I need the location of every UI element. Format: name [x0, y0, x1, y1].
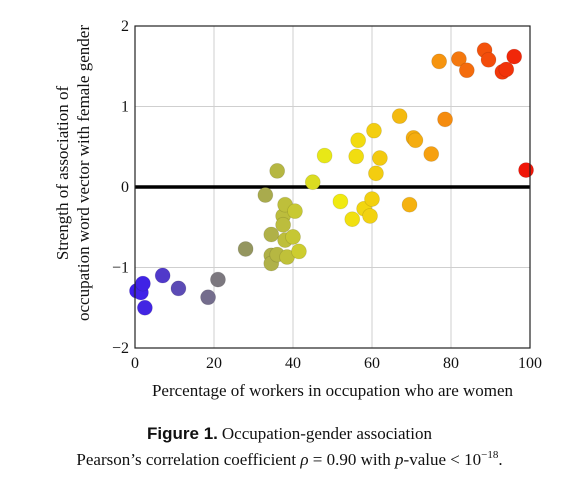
data-point — [348, 148, 365, 165]
x-tick-label: 60 — [364, 355, 380, 372]
data-point — [350, 132, 367, 149]
data-point — [257, 187, 274, 203]
data-point — [269, 162, 286, 179]
x-tick-label: 20 — [206, 355, 222, 372]
y-axis-label-line-2: occupation word vector with female gende… — [74, 25, 93, 321]
x-tick-label: 100 — [518, 355, 542, 372]
x-tick-label: 0 — [131, 355, 139, 372]
plot-frame — [134, 25, 531, 349]
data-point — [263, 226, 280, 243]
data-point — [371, 150, 388, 166]
data-point — [154, 267, 171, 284]
data-point — [344, 211, 361, 228]
data-point — [423, 146, 440, 162]
y-tick-label: 2 — [121, 18, 129, 35]
p-value-exponent: −18 — [481, 449, 499, 461]
data-point — [480, 51, 497, 68]
y-tick-label: −1 — [112, 260, 129, 277]
data-point — [291, 243, 307, 260]
data-point — [237, 241, 254, 257]
y-tick-label: −2 — [112, 340, 129, 357]
data-point — [450, 51, 467, 67]
rho-value: = 0.90 with — [312, 450, 391, 469]
data-point — [401, 196, 418, 213]
data-point — [332, 193, 349, 210]
data-point — [431, 53, 448, 70]
data-point — [458, 62, 475, 79]
data-point — [285, 229, 301, 245]
x-tick-label: 80 — [443, 355, 459, 372]
rho-symbol: ρ — [300, 450, 309, 469]
caption-prefix: Pearson’s correlation coefficient — [76, 450, 297, 469]
data-point — [518, 162, 534, 178]
data-point — [368, 165, 384, 182]
figure-label: Figure 1. — [147, 424, 218, 443]
data-point — [134, 275, 151, 292]
p-label: p — [395, 450, 404, 469]
y-tick-label: 1 — [121, 99, 129, 116]
scatter-chart: 0 20 40 60 80 100 −2 −1 0 1 2 Percentage of worke… — [53, 18, 542, 400]
y-tick-label: 0 — [121, 179, 129, 196]
data-point — [316, 147, 333, 164]
data-point — [287, 203, 303, 220]
data-point — [275, 216, 292, 233]
data-point — [200, 289, 216, 306]
figure-caption-title: Figure 1. Occupation-gender association — [0, 424, 579, 444]
data-point — [366, 122, 382, 139]
data-point — [362, 208, 378, 224]
data-point — [304, 174, 321, 191]
data-point — [170, 280, 187, 297]
data-point — [210, 271, 226, 288]
y-axis-label-line-1: Strength of association of — [53, 86, 72, 261]
data-point — [136, 299, 153, 316]
data-point — [364, 191, 380, 207]
y-axis-label: Strength of association of occupation wo… — [53, 25, 93, 321]
data-point — [407, 132, 424, 149]
caption-period: . — [498, 450, 503, 469]
figure-caption-statistic: Pearson’s correlation coefficient ρ = 0.… — [0, 449, 579, 470]
data-point — [506, 48, 523, 65]
x-tick-labels: 0 20 40 60 80 100 — [131, 355, 542, 372]
x-axis-label: Percentage of workers in occupation who … — [152, 381, 514, 400]
data-point — [498, 61, 515, 78]
data-point — [437, 111, 453, 128]
p-value-text: -value < 10 — [403, 450, 482, 469]
data-point — [391, 108, 408, 125]
x-tick-label: 40 — [285, 355, 301, 372]
y-tick-labels: −2 −1 0 1 2 — [112, 18, 129, 357]
data-points — [129, 42, 534, 316]
figure-title: Occupation-gender association — [221, 424, 432, 443]
